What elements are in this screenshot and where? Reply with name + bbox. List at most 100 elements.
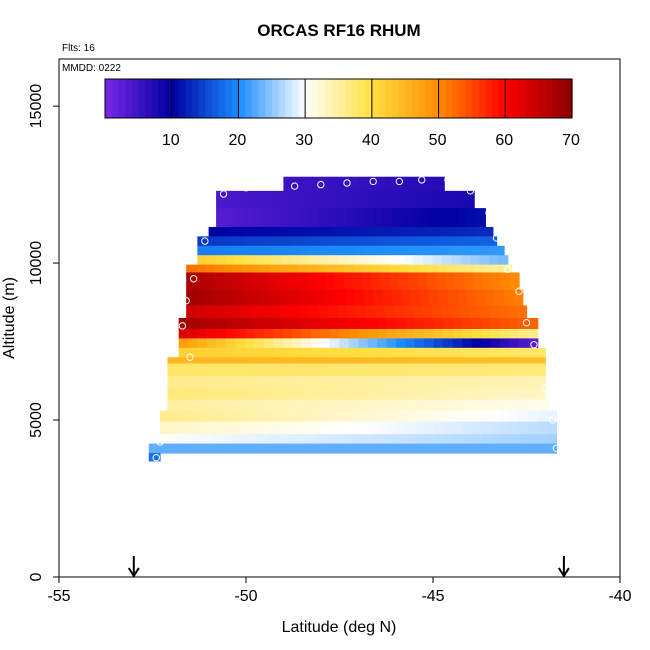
heatmap-cell [422,363,433,377]
heatmap-cell [271,208,282,228]
heatmap-cell [438,289,449,307]
heatmap-cell [252,376,263,390]
heatmap-cell [271,388,282,401]
heatmap-cell [241,272,252,291]
heatmap-cell [327,376,339,390]
heatmap-cell [417,443,428,454]
heatmap-cell [197,255,208,266]
heatmap-cell [362,399,373,412]
heatmap-cell [280,388,291,401]
heatmap-cell [310,347,321,358]
heatmap-cell [394,305,405,319]
heatmap-cell [260,399,271,412]
heatmap-cell [390,399,401,412]
heatmap-cell [398,434,409,445]
heatmap-cell [232,272,243,291]
heatmap-cell [169,421,180,435]
heatmap-cell [299,357,310,365]
colorbar-tick-label: 10 [162,132,180,149]
heatmap-cell [234,190,245,209]
heatmap-cell [528,434,539,445]
profile-point [444,176,452,184]
heatmap-cell [216,338,227,349]
heatmap-cell [537,421,548,435]
heatmap-cell [507,305,518,319]
heatmap-cell [326,289,337,307]
heatmap-cell [344,399,355,412]
heatmap-cell [454,226,466,237]
heatmap-cell [443,318,454,330]
heatmap-cell [443,338,454,349]
colorbar-segment [391,79,400,118]
colorbar-segment [325,79,333,118]
heatmap-cell [386,410,397,423]
heatmap-cell [462,338,473,349]
heatmap-cell [470,347,481,358]
colorbar-segment [385,79,393,118]
heatmap-cell [494,289,505,307]
heatmap-cell [366,347,377,358]
heatmap-cell [356,376,367,390]
heatmap-cell [424,328,435,340]
heatmap-cell [237,226,248,237]
heatmap-cell [254,410,265,423]
heatmap-cell [419,289,430,307]
colorbar-segment [305,79,313,118]
heatmap-cell [243,376,254,390]
heatmap-cell [537,410,548,423]
heatmap-cell [488,347,499,358]
colorbar-segment [125,79,133,118]
heatmap-cell [521,399,531,412]
heatmap-cell [477,236,488,247]
heatmap-cell [318,363,329,377]
heatmap-cell [282,410,293,423]
heatmap-cell [292,338,303,349]
heatmap-cell [159,421,171,435]
heatmap-cell [327,245,338,256]
heatmap-cell [318,357,329,365]
heatmap-cell [292,421,303,435]
heatmap-cell [380,272,391,291]
heatmap-cell [470,255,481,266]
heatmap-cell [518,328,529,340]
heatmap-cell [188,328,199,340]
heatmap-cell [346,236,357,247]
heatmap-cell [346,363,357,377]
heatmap-cell [235,328,246,340]
heatmap-cell [226,421,237,435]
colorbar-tick-label: 30 [295,132,313,149]
heatmap-cell [437,399,448,412]
heatmap-cell [526,357,537,365]
heatmap-cell [373,289,384,307]
heatmap-cell [235,318,246,330]
heatmap-cell [254,318,265,330]
heatmap-cell [516,363,527,377]
heatmap-cell [148,434,159,445]
heatmap-cell [491,434,502,445]
x-tick-label: -45 [421,588,444,605]
heatmap-cell [309,236,320,247]
heatmap-cell [471,338,482,349]
heatmap-cell [269,434,280,445]
flights-label: Flts: 16 [62,43,95,54]
heatmap-cell [426,434,437,445]
profile-point [466,187,475,195]
heatmap-cell [270,289,281,307]
colorbar-segment [365,79,373,118]
heatmap-cell [254,328,265,340]
heatmap-cell [381,190,392,209]
heatmap-cell [282,328,293,340]
heatmap-cell [252,305,263,319]
colorbar-segment [158,79,166,118]
heatmap-cell [367,410,378,423]
heatmap-cell [528,338,539,349]
heatmap-cell [363,289,374,307]
heatmap-cell [188,410,199,423]
heatmap-cell [195,264,206,274]
heatmap-cell [362,264,373,274]
heatmap-cell [412,236,423,247]
heatmap-cell [348,338,359,349]
heatmap-cell [225,236,236,247]
heatmap-cell [476,289,486,307]
colorbar-segment [318,79,326,118]
